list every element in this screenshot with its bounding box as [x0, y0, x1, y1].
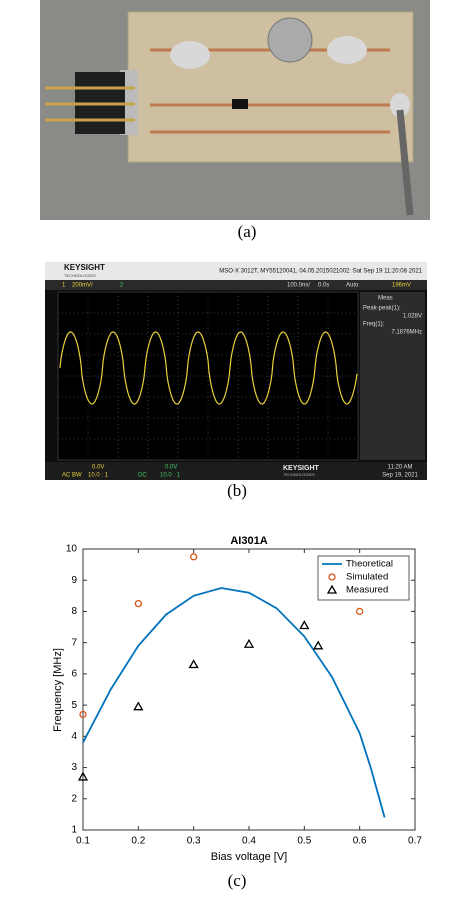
y-tick-label: 3	[71, 762, 77, 773]
marker	[190, 553, 198, 561]
ch1-label: 1	[62, 283, 66, 289]
scope-grid	[58, 292, 358, 460]
x-tick-label: 0.3	[187, 836, 201, 847]
ch2-coupling: DC	[138, 473, 147, 479]
legend-label: Simulated	[346, 572, 388, 583]
x-axis-label: Bias voltage [V]	[211, 851, 287, 863]
component	[267, 17, 313, 63]
marker	[79, 710, 87, 719]
clock-date: Sep 19, 2021	[382, 473, 418, 479]
ch2-offset: 0.0V	[165, 465, 177, 471]
ch1-offset: 0.0V	[92, 465, 104, 471]
x-tick-label: 0.6	[353, 836, 367, 847]
y-axis-label: Frequency [MHz]	[52, 648, 64, 732]
marker	[77, 771, 89, 781]
brand: KEYSIGHT	[64, 263, 105, 272]
legend-label: Theoretical	[346, 559, 393, 570]
caption: (c)	[228, 871, 247, 890]
ch2-label: 2	[120, 283, 124, 289]
scope-footer	[45, 462, 427, 480]
y-tick-label: 10	[66, 544, 78, 555]
waveform	[59, 331, 358, 405]
meas-panel	[360, 292, 425, 460]
scope-header	[45, 262, 427, 280]
resistor	[232, 99, 248, 109]
y-tick-label: 5	[71, 700, 77, 711]
marker	[243, 638, 255, 648]
solder	[327, 36, 367, 64]
status-bar	[45, 280, 427, 290]
y-tick-label: 2	[71, 793, 77, 804]
marker	[188, 659, 199, 669]
photo	[40, 0, 430, 220]
y-tick-label: 9	[71, 575, 77, 586]
footer-brand: KEYSIGHT	[283, 465, 320, 472]
x-tick-label: 0.1	[76, 836, 90, 847]
x-tick-label: 0.2	[131, 836, 145, 847]
marker	[134, 599, 142, 608]
legend-swatch	[326, 584, 338, 594]
time-scale: 100.0ns/	[287, 283, 310, 289]
scope-header-text: MSO-X 3012T, MY55120041, 04.05.201502100…	[219, 269, 422, 275]
chart-title: AI301A	[230, 535, 267, 547]
y-tick-label: 4	[71, 731, 77, 742]
meas-label: Freq(1):	[363, 322, 385, 328]
marker	[133, 701, 144, 711]
x-tick-label: 0.5	[297, 836, 311, 847]
y-tick-label: 6	[71, 669, 77, 680]
ch1-scale: 200mV/	[72, 283, 93, 289]
meas-title: Meas	[378, 296, 393, 302]
legend-label: Measured	[346, 585, 388, 596]
x-tick-label: 0.7	[408, 836, 422, 847]
ch2-probe: 10.0 : 1	[160, 473, 181, 479]
meas-value: 7.1876MHz	[391, 330, 422, 336]
marker	[356, 607, 364, 616]
y-tick-label: 7	[71, 637, 77, 648]
clock-time: 11:20 AM	[388, 465, 413, 471]
legend-swatch	[328, 573, 336, 581]
wire	[396, 109, 414, 216]
chart: AI301A Bias voltage [V] Frequency [MHz] …	[52, 535, 422, 863]
line	[82, 587, 386, 818]
ch1-probe: 10.0 : 1	[88, 473, 109, 479]
solder	[170, 41, 210, 69]
meas-label: Peak-peak(1):	[363, 306, 401, 312]
trigger-level: 196mV	[392, 283, 411, 289]
ch1-coupling: AC BW	[62, 473, 82, 479]
y-tick-label: 8	[71, 606, 77, 617]
brand-sub: TECHNOLOGIES	[64, 273, 96, 278]
x-tick-label: 0.4	[242, 836, 256, 847]
y-tick-label: 1	[71, 825, 77, 836]
footer-brand-sub: TECHNOLOGIES	[283, 472, 315, 477]
caption: (a)	[238, 222, 257, 241]
marker	[299, 620, 310, 630]
delay: 0.0s	[318, 283, 329, 289]
oscilloscope: KEYSIGHT TECHNOLOGIES MSO-X 3012T, MY551…	[45, 262, 427, 480]
caption: (b)	[227, 481, 247, 500]
meas-value: 1.028V	[403, 314, 422, 320]
marker	[313, 640, 324, 650]
solder	[390, 93, 410, 117]
trigger: Auto	[346, 283, 359, 289]
